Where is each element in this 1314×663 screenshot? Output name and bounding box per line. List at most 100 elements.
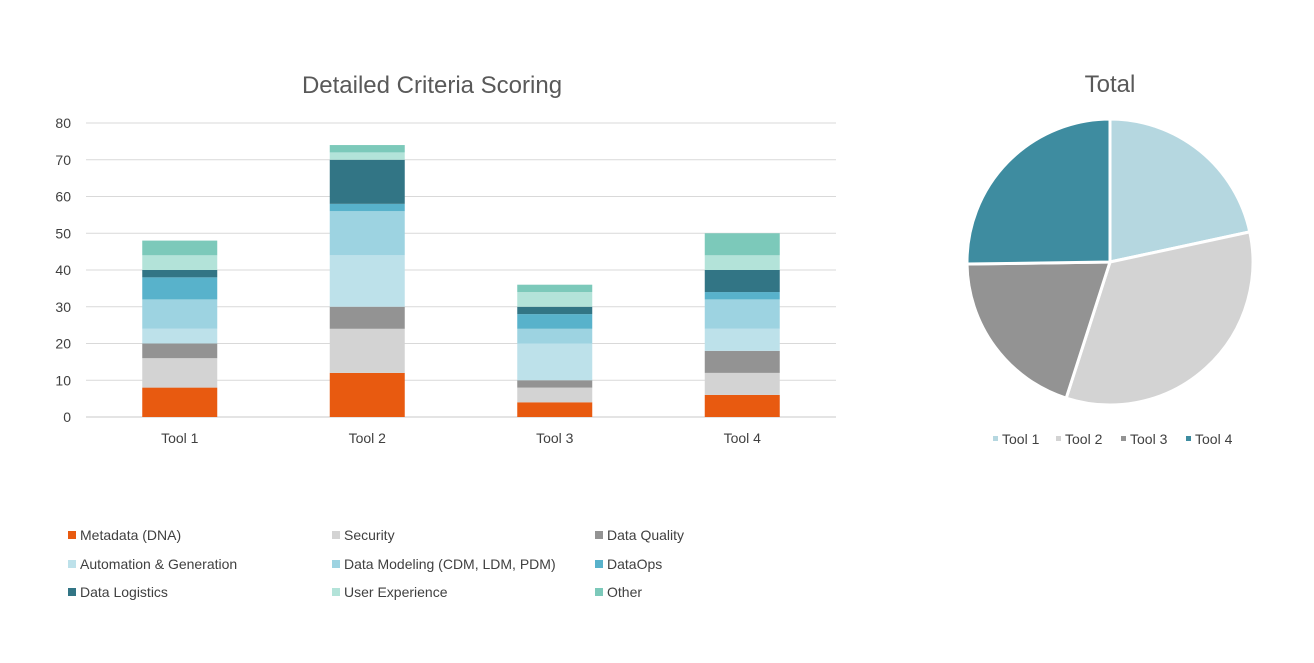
- legend-swatch: [68, 588, 76, 596]
- pie-slice-tool-3: [965, 260, 1112, 400]
- legend-swatch: [595, 560, 603, 568]
- bar-segment-tool-4-data-modeling-cdm-ldm-pdm: [704, 299, 780, 329]
- pie-legend-swatch: [993, 436, 998, 441]
- bar-segment-tool-2-data-modeling-cdm-ldm-pdm: [329, 211, 405, 256]
- legend-swatch: [595, 588, 603, 596]
- legend-label: Data Logistics: [80, 584, 168, 600]
- bar-segment-tool-2-automation-generation: [329, 255, 405, 307]
- bar-segment-tool-2-dataops: [329, 203, 405, 212]
- bar-segment-tool-1-dataops: [142, 277, 218, 300]
- legend-item-automation-generation: Automation & Generation: [68, 556, 237, 572]
- bar-segment-tool-3-automation-generation: [517, 343, 593, 381]
- pie-legend-swatch: [1056, 436, 1061, 441]
- pie-slice-tool-2: [1064, 230, 1255, 407]
- bar-segment-tool-3-user-experience: [517, 292, 593, 307]
- legend-swatch: [68, 531, 76, 539]
- x-tick-label: Tool 4: [724, 430, 762, 446]
- legend-label: Data Quality: [607, 527, 684, 543]
- bar-segment-tool-4-automation-generation: [704, 328, 780, 351]
- legend-swatch: [68, 560, 76, 568]
- pie-legend-item-tool-3: Tool 3: [1121, 431, 1168, 447]
- legend-swatch: [595, 531, 603, 539]
- bar-segment-tool-2-user-experience: [329, 152, 405, 160]
- bar-segment-tool-1-security: [142, 358, 218, 388]
- x-tick-label: Tool 2: [349, 430, 387, 446]
- bar-segment-tool-4-data-logistics: [704, 270, 780, 293]
- bar-segment-tool-1-data-modeling-cdm-ldm-pdm: [142, 299, 218, 329]
- pie-legend-label: Tool 3: [1130, 431, 1168, 447]
- legend-swatch: [332, 588, 340, 596]
- y-tick-label: 50: [55, 225, 71, 241]
- legend-label: Automation & Generation: [80, 556, 237, 572]
- legend-label: Other: [607, 584, 642, 600]
- y-tick-label: 20: [55, 336, 71, 352]
- legend-swatch: [332, 531, 340, 539]
- legend-item-user-experience: User Experience: [332, 584, 448, 600]
- bar-chart-x-ticks: Tool 1 Tool 2 Tool 3 Tool 4: [161, 430, 761, 446]
- bar-segment-tool-1-automation-generation: [142, 328, 218, 344]
- pie-chart-title: Total: [1085, 71, 1136, 98]
- legend-swatch: [332, 560, 340, 568]
- y-tick-label: 10: [55, 372, 71, 388]
- pie-chart-legend: Tool 1 Tool 2 Tool 3 Tool 4: [993, 431, 1233, 447]
- bar-segment-tool-2-data-quality: [329, 306, 405, 329]
- pie-legend-swatch: [1186, 436, 1191, 441]
- y-tick-label: 30: [55, 299, 71, 315]
- legend-label: Data Modeling (CDM, LDM, PDM): [344, 556, 556, 572]
- legend-item-data-logistics: Data Logistics: [68, 584, 168, 600]
- bar-chart-legend: Metadata (DNA) Security Data Quality Automa…: [68, 527, 684, 600]
- legend-label: User Experience: [344, 584, 448, 600]
- bar-segment-tool-3-security: [517, 387, 593, 403]
- pie-legend-label: Tool 1: [1002, 431, 1040, 447]
- bar-segment-tool-2-security: [329, 328, 405, 373]
- pie-slice-tool-4: [965, 117, 1112, 266]
- pie-legend-label: Tool 2: [1065, 431, 1103, 447]
- pie-legend-label: Tool 4: [1195, 431, 1233, 447]
- bar-segment-tool-2-other: [329, 145, 405, 153]
- pie-legend-swatch: [1121, 436, 1126, 441]
- bar-segment-tool-1-other: [142, 240, 218, 256]
- bar-segment-tool-4-data-quality: [704, 350, 780, 373]
- y-tick-label: 40: [55, 262, 71, 278]
- pie-legend-item-tool-1: Tool 1: [993, 431, 1040, 447]
- pie-legend-item-tool-4: Tool 4: [1186, 431, 1233, 447]
- bar-segment-tool-1-data-logistics: [142, 270, 218, 278]
- bar-chart-title: Detailed Criteria Scoring: [302, 72, 562, 99]
- y-tick-label: 70: [55, 152, 71, 168]
- bar-chart-bars: [142, 145, 780, 417]
- pie-slice-tool-1: [1108, 117, 1252, 264]
- pie-chart: Total Tool 1 Tool 2 Tool 3 Tool 4: [965, 71, 1255, 447]
- bar-segment-tool-4-user-experience: [704, 255, 780, 270]
- y-tick-label: 60: [55, 189, 71, 205]
- pie-legend-item-tool-2: Tool 2: [1056, 431, 1103, 447]
- bar-segment-tool-4-security: [704, 372, 780, 395]
- bar-segment-tool-4-other: [704, 233, 780, 256]
- x-tick-label: Tool 3: [536, 430, 574, 446]
- bar-segment-tool-4-metadata-dna: [704, 394, 780, 417]
- bar-segment-tool-3-other: [517, 284, 593, 293]
- pie-chart-slices: [965, 117, 1255, 407]
- bar-segment-tool-4-dataops: [704, 292, 780, 300]
- bar-segment-tool-1-data-quality: [142, 343, 218, 359]
- legend-item-metadata-dna: Metadata (DNA): [68, 527, 181, 543]
- bar-segment-tool-1-user-experience: [142, 255, 218, 270]
- bar-segment-tool-3-data-quality: [517, 380, 593, 388]
- legend-label: Security: [344, 527, 395, 543]
- legend-item-dataops: DataOps: [595, 556, 662, 572]
- bar-segment-tool-3-data-modeling-cdm-ldm-pdm: [517, 328, 593, 344]
- bar-segment-tool-3-dataops: [517, 314, 593, 329]
- legend-item-security: Security: [332, 527, 395, 543]
- bar-segment-tool-2-data-logistics: [329, 159, 405, 204]
- legend-item-data-quality: Data Quality: [595, 527, 684, 543]
- legend-label: DataOps: [607, 556, 662, 572]
- x-tick-label: Tool 1: [161, 430, 199, 446]
- legend-item-other: Other: [595, 584, 642, 600]
- y-tick-label: 80: [55, 115, 71, 131]
- bar-chart-y-ticks: 0 10 20 30 40 50 60 70 80: [55, 115, 71, 425]
- bar-segment-tool-3-metadata-dna: [517, 402, 593, 417]
- bar-segment-tool-2-metadata-dna: [329, 372, 405, 417]
- y-tick-label: 0: [63, 409, 71, 425]
- bar-segment-tool-3-data-logistics: [517, 306, 593, 315]
- bar-segment-tool-1-metadata-dna: [142, 387, 218, 417]
